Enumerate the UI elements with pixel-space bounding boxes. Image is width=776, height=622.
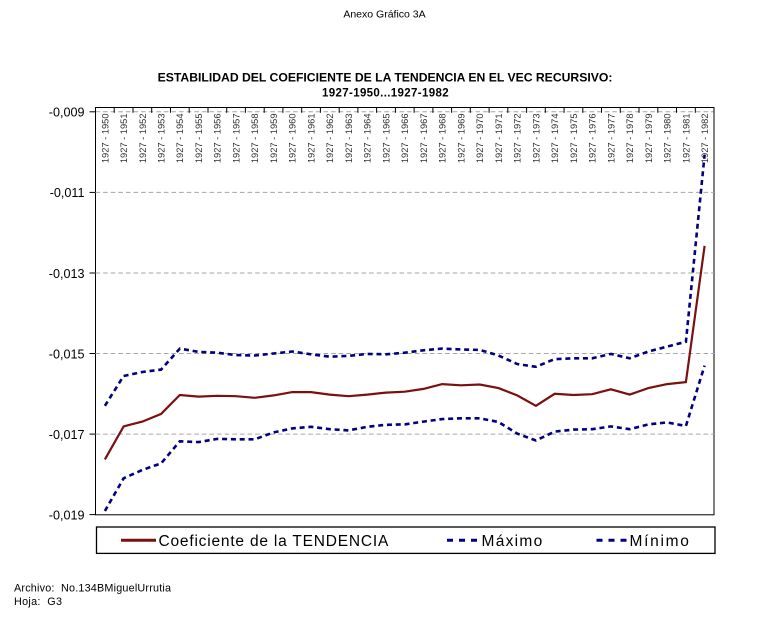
svg-text:-0,019: -0,019 [49, 508, 85, 522]
svg-text:1927 - 1979: 1927 - 1979 [644, 114, 654, 164]
svg-text:1927 - 1953: 1927 - 1953 [157, 114, 167, 164]
svg-text:1927 - 1955: 1927 - 1955 [194, 114, 204, 164]
svg-text:Hoja: G3: Hoja: G3 [14, 596, 62, 608]
svg-text:1927 - 1977: 1927 - 1977 [606, 114, 616, 164]
svg-text:1927 - 1969: 1927 - 1969 [456, 114, 466, 164]
svg-text:1927 - 1964: 1927 - 1964 [363, 114, 373, 164]
svg-text:1927 - 1954: 1927 - 1954 [175, 114, 185, 164]
svg-text:1927 - 1968: 1927 - 1968 [438, 114, 448, 164]
svg-text:1927 - 1970: 1927 - 1970 [475, 114, 485, 164]
svg-text:ESTABILIDAD DEL COEFICIENTE DE: ESTABILIDAD DEL COEFICIENTE DE LA TENDEN… [158, 71, 613, 85]
svg-text:1927 - 1952: 1927 - 1952 [138, 114, 148, 164]
svg-text:-0,011: -0,011 [50, 186, 85, 200]
svg-text:1927 - 1974: 1927 - 1974 [550, 114, 560, 164]
svg-text:1927 - 1960: 1927 - 1960 [288, 114, 298, 164]
svg-text:1927 - 1975: 1927 - 1975 [569, 114, 579, 164]
svg-text:1927 - 1980: 1927 - 1980 [663, 114, 673, 164]
svg-text:1927 - 1981: 1927 - 1981 [681, 114, 691, 164]
svg-text:1927 - 1966: 1927 - 1966 [400, 114, 410, 164]
svg-text:Mínimo: Mínimo [630, 533, 691, 550]
svg-text:1927 - 1972: 1927 - 1972 [513, 114, 523, 164]
svg-text:-0,013: -0,013 [49, 267, 85, 281]
svg-text:1927 - 1963: 1927 - 1963 [344, 114, 354, 164]
svg-text:1927 - 1962: 1927 - 1962 [325, 114, 335, 164]
svg-text:1927 - 1971: 1927 - 1971 [494, 114, 504, 164]
svg-text:1927-1950...1927-1982: 1927-1950...1927-1982 [322, 88, 449, 100]
svg-text:1927 - 1959: 1927 - 1959 [269, 114, 279, 164]
svg-text:-0,009: -0,009 [49, 106, 85, 120]
svg-text:1927 - 1957: 1927 - 1957 [232, 114, 242, 164]
svg-text:1927 - 1965: 1927 - 1965 [381, 114, 391, 164]
svg-text:1927 - 1982: 1927 - 1982 [700, 114, 710, 164]
svg-text:Archivo: No.134BMiguelUrrutia: Archivo: No.134BMiguelUrrutia [14, 582, 171, 594]
svg-text:Anexo Gráfico 3A: Anexo Gráfico 3A [343, 9, 425, 21]
svg-text:Máximo: Máximo [482, 533, 544, 550]
svg-text:1927 - 1967: 1927 - 1967 [419, 114, 429, 164]
svg-text:1927 - 1973: 1927 - 1973 [531, 114, 541, 164]
svg-text:1927 - 1978: 1927 - 1978 [625, 114, 635, 164]
svg-text:Coeficiente de la TENDENCIA: Coeficiente de la TENDENCIA [159, 533, 390, 550]
svg-text:1927 - 1976: 1927 - 1976 [588, 114, 598, 164]
svg-text:1927 - 1956: 1927 - 1956 [213, 114, 223, 164]
svg-text:1927 - 1951: 1927 - 1951 [119, 114, 129, 164]
svg-text:1927 - 1961: 1927 - 1961 [306, 114, 316, 164]
svg-text:1927 - 1950: 1927 - 1950 [100, 114, 110, 164]
svg-text:-0,015: -0,015 [49, 347, 85, 361]
svg-text:-0,017: -0,017 [49, 428, 85, 442]
svg-text:1927 - 1958: 1927 - 1958 [250, 114, 260, 164]
